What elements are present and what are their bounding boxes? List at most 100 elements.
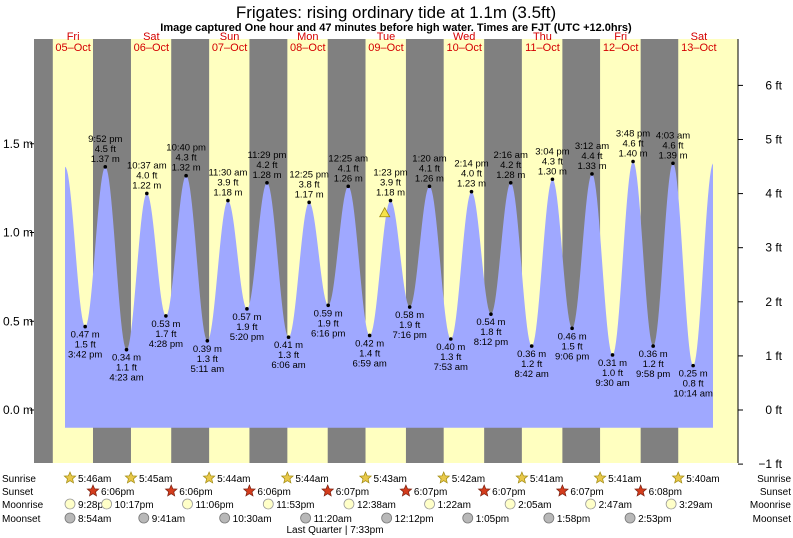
- tide-height-m-label: 0.36 m: [517, 349, 546, 360]
- tide-height-ft-label: 4.0 ft: [136, 170, 157, 181]
- sunset-star-icon: [477, 484, 491, 497]
- moonrise-moon-icon: [182, 498, 193, 510]
- tide-height-m-label: 1.28 m: [496, 170, 525, 181]
- tide-height-m-label: 0.34 m: [112, 353, 141, 364]
- low-tide-point: [691, 363, 695, 368]
- sunset-time-label: 6:06pm: [179, 487, 212, 498]
- sunrise-time-label: 5:44am: [217, 474, 250, 485]
- low-tide-point: [449, 337, 453, 341]
- high-tide-point: [145, 191, 149, 196]
- tide-time-label: 8:42 am: [515, 369, 549, 380]
- low-tide-point: [124, 347, 129, 352]
- low-tide-point: [407, 305, 412, 309]
- sunset-star-icon: [399, 484, 413, 497]
- tide-height-ft-label: 1.4 ft: [359, 348, 380, 359]
- y-right-tick-label: 5 ft: [765, 132, 782, 146]
- low-tide-point: [651, 344, 655, 348]
- tide-height-ft-label: 4.0 ft: [461, 169, 482, 180]
- y-right-tick-label: −1 ft: [758, 457, 782, 471]
- tide-time-label: 4:28 pm: [149, 339, 183, 350]
- sunset-row-label-right: Sunset: [760, 487, 791, 498]
- moonrise-moon-icon: [262, 498, 274, 510]
- low-tide-point: [610, 353, 615, 357]
- moonset-moon-icon: [462, 512, 474, 524]
- moon-phase-note: Last Quarter | 7:33pm: [286, 525, 383, 536]
- low-tide-point: [245, 307, 249, 311]
- day-date-label: 06–Oct: [134, 42, 169, 54]
- sunset-star-icon: [555, 484, 569, 497]
- tide-height-ft-label: 1.3 ft: [440, 352, 461, 363]
- tide-time-label: 10:14 am: [673, 389, 713, 400]
- tide-height-ft-label: 1.5 ft: [562, 341, 583, 352]
- tide-height-m-label: 1.39 m: [658, 150, 687, 161]
- day-labels: Fri05–OctSat06–OctSun07–OctMon08–OctTue0…: [55, 31, 716, 54]
- moonset-time-label: 2:53pm: [638, 514, 671, 525]
- sunrise-row-label-left: Sunrise: [2, 474, 36, 485]
- sunrise-star-icon: [358, 471, 373, 484]
- sunset-star-icon: [634, 484, 648, 497]
- sunset-time-label: 6:06pm: [101, 487, 134, 498]
- tide-height-ft-label: 4.1 ft: [419, 163, 440, 174]
- tide-height-m-label: 0.54 m: [476, 317, 505, 328]
- tide-height-ft-label: 1.3 ft: [278, 350, 299, 361]
- moonset-time-label: 11:20am: [314, 514, 352, 525]
- y-left-tick-label: 0.0 m: [3, 403, 33, 417]
- moonrise-row-label-right: Moonrise: [750, 500, 792, 511]
- high-tide-point: [103, 165, 108, 169]
- sunrise-star-icon: [202, 471, 216, 484]
- moonset-time-label: 10:30am: [233, 514, 272, 525]
- tide-time-label: 2:14 pm: [454, 159, 488, 170]
- tide-height-m-label: 0.59 m: [314, 308, 343, 319]
- sunrise-time-label: 5:41am: [530, 474, 563, 485]
- tide-height-m-label: 1.28 m: [252, 170, 281, 181]
- day-date-label: 13–Oct: [681, 42, 716, 54]
- sunrise-time-label: 5:44am: [295, 474, 328, 485]
- tide-time-label: 7:53 am: [434, 362, 468, 373]
- tide-height-m-label: 0.58 m: [395, 310, 424, 321]
- moonrise-moon-icon: [504, 498, 516, 510]
- tide-height-ft-label: 4.3 ft: [542, 156, 563, 167]
- moonset-moon-icon: [624, 512, 636, 524]
- tide-time-label: 4:23 am: [109, 373, 143, 384]
- low-tide-point: [205, 338, 210, 343]
- moonrise-moon-icon: [585, 498, 597, 510]
- axes: 0.0 m 0.5 m 1.0 m 1.5 m −1 ft 0 ft 1 ft 2 ft 3 f…: [3, 39, 783, 471]
- tide-time-label: 1:20 am: [412, 153, 446, 164]
- sunrise-time-label: 5:45am: [139, 474, 172, 485]
- tide-height-ft-label: 3.8 ft: [299, 179, 320, 190]
- tide-height-m-label: 0.25 m: [679, 369, 708, 380]
- sunrise-star-icon: [124, 471, 138, 484]
- current-tide-marker: [379, 206, 391, 218]
- tide-area: [65, 161, 713, 428]
- tide-time-label: 9:58 pm: [636, 369, 670, 380]
- tide-height-ft-label: 1.9 ft: [399, 320, 420, 331]
- chart-title: Frigates: rising ordinary tide at 1.1m (…: [236, 3, 556, 22]
- day-date-label: 08–Oct: [290, 42, 325, 54]
- y-right-tick-label: 1 ft: [765, 349, 782, 363]
- high-tide-point: [631, 159, 635, 164]
- moonset-time-label: 8:54am: [78, 514, 111, 525]
- tide-data-labels: 0.47 m1.5 ft3:42 pm9:52 pm4.5 ft1.37 m0.…: [68, 129, 713, 400]
- tide-time-label: 5:11 am: [191, 364, 225, 375]
- tide-time-label: 7:16 pm: [393, 330, 427, 341]
- sunrise-star-icon: [593, 471, 607, 484]
- sunrise-time-label: 5:41am: [608, 474, 641, 485]
- moonrise-moon-icon: [101, 498, 113, 510]
- tide-height-ft-label: 4.2 ft: [500, 160, 521, 171]
- day-name-label: Tue: [377, 31, 396, 43]
- moonset-moon-icon: [138, 512, 150, 524]
- tide-height-ft-label: 4.6 ft: [662, 140, 683, 151]
- sunset-row-label-left: Sunset: [2, 487, 33, 498]
- y-left-tick-label: 0.5 m: [3, 314, 33, 328]
- high-tide-point: [427, 184, 432, 189]
- tide-height-m-label: 0.36 m: [639, 349, 668, 360]
- tide-height-m-label: 1.17 m: [295, 189, 324, 200]
- tide-height-ft-label: 1.2 ft: [521, 359, 542, 370]
- sunrise-row-label-right: Sunrise: [757, 474, 791, 485]
- tide-time-label: 5:20 pm: [230, 332, 264, 343]
- sunset-time-label: 6:06pm: [257, 487, 290, 498]
- tide-height-ft-label: 1.5 ft: [75, 340, 96, 351]
- sunset-star-icon: [86, 484, 100, 497]
- tide-height-m-label: 1.22 m: [132, 180, 161, 191]
- low-tide-point: [326, 303, 331, 308]
